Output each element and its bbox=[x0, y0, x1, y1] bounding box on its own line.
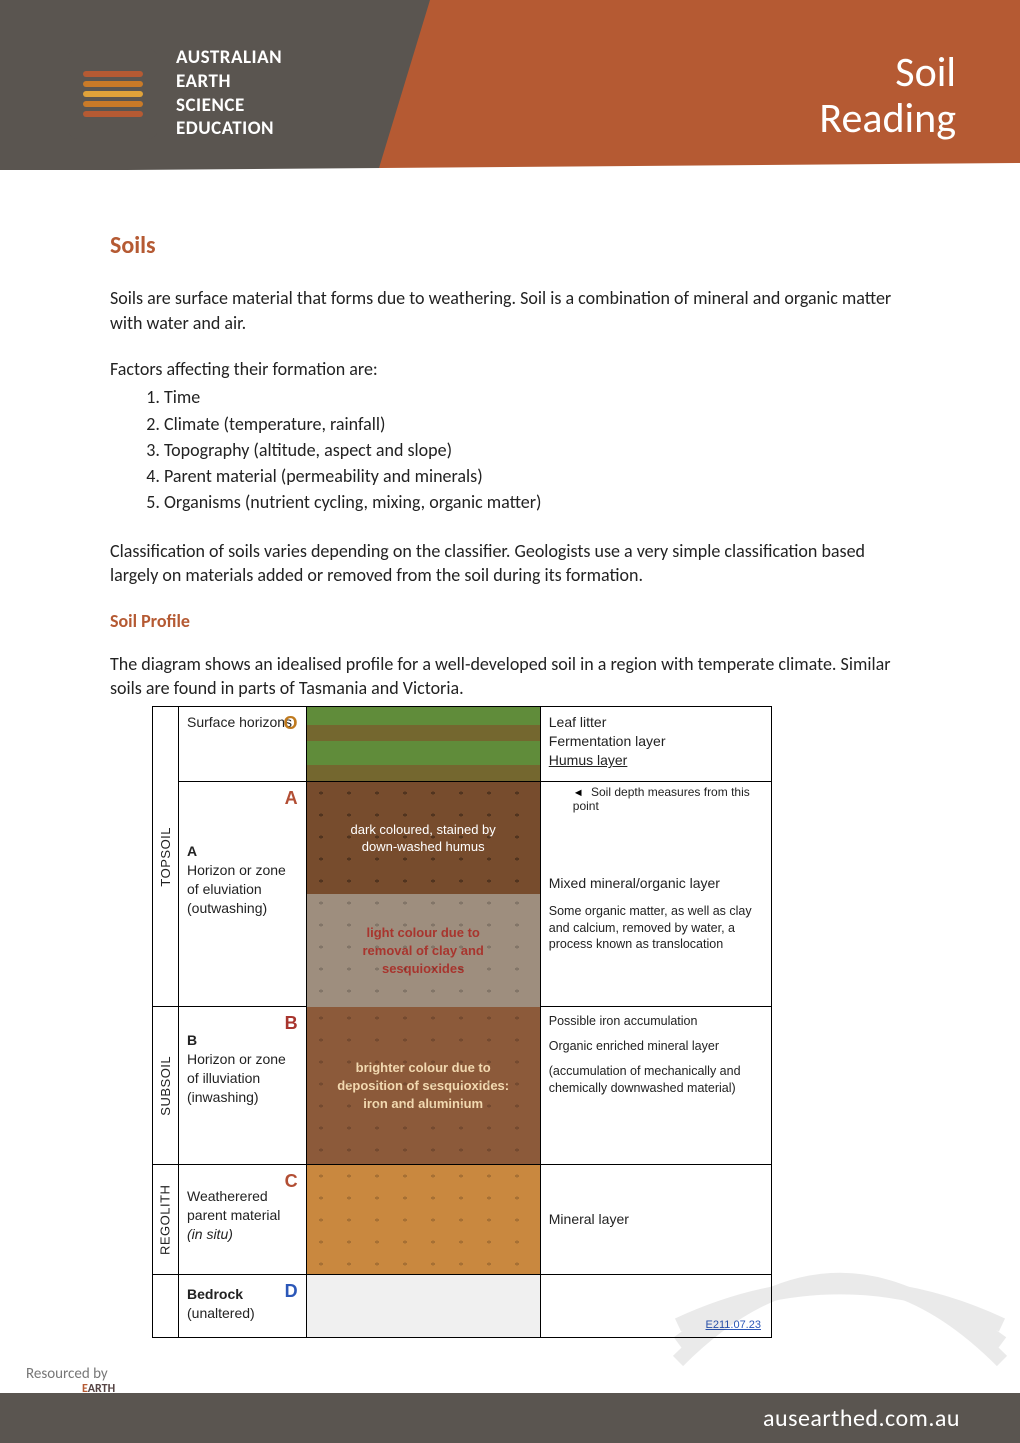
footer-url: ausearthed.com.au bbox=[763, 1404, 960, 1433]
right-B: Possible iron accumulation Organic enric… bbox=[541, 1007, 771, 1165]
brand-lockup: AUSTRALIAN EARTH SCIENCE EDUCATION bbox=[68, 46, 282, 141]
arrow-note-text: Soil depth measures from this point bbox=[573, 785, 750, 813]
spine-regolith: REGOLITH bbox=[153, 1165, 179, 1275]
horizon-letter-O: O bbox=[284, 711, 298, 735]
header-band: AUSTRALIAN EARTH SCIENCE EDUCATION Soil … bbox=[0, 0, 1020, 170]
brand-logo-icon bbox=[68, 49, 158, 139]
diagram-right-column: Leaf litter Fermentation layer Humus lay… bbox=[541, 707, 771, 1337]
mid-D bbox=[307, 1275, 541, 1337]
mid-A-lower-line: light colour due to bbox=[366, 924, 479, 942]
factor-item: Climate (temperature, rainfall) bbox=[164, 412, 910, 436]
right-C-line: Mineral layer bbox=[549, 1210, 629, 1229]
brand-name-line: EARTH bbox=[176, 70, 282, 94]
right-O: Leaf litter Fermentation layer Humus lay… bbox=[541, 707, 771, 782]
mid-A-lower: light colour due to removal of clay and … bbox=[307, 894, 540, 1007]
spine-topsoil: TOPSOIL bbox=[153, 707, 179, 1007]
right-B-line: (accumulation of mechanically and chemic… bbox=[549, 1063, 763, 1097]
soil-profile-diagram: TOPSOIL SUBSOIL REGOLITH Surface horizon… bbox=[152, 706, 772, 1338]
brand-name-line: SCIENCE bbox=[176, 94, 282, 118]
resourced-by-label: Resourced by bbox=[26, 1365, 108, 1383]
heading-soils: Soils bbox=[110, 230, 910, 262]
mid-B-line: brighter colour due to bbox=[356, 1059, 491, 1077]
left-O-text: Surface horizons bbox=[187, 713, 298, 732]
spine-label: REGOLITH bbox=[157, 1185, 175, 1255]
horizon-letter-B: B bbox=[285, 1011, 298, 1035]
page-title: Soil Reading bbox=[819, 50, 956, 142]
logo-stripe bbox=[83, 91, 143, 97]
right-B-line: Organic enriched mineral layer bbox=[549, 1038, 763, 1055]
right-A-line: Mixed mineral/organic layer bbox=[549, 874, 763, 893]
diagram-left-column: Surface horizons O A AHorizon or zone of… bbox=[179, 707, 307, 1337]
soil-depth-arrow-note: Soil depth measures from this point bbox=[573, 786, 763, 814]
mid-C bbox=[307, 1165, 541, 1275]
right-B-line: Possible iron accumulation bbox=[549, 1013, 763, 1030]
right-C: Mineral layer bbox=[541, 1165, 771, 1275]
right-O-line: Fermentation layer bbox=[549, 732, 763, 751]
right-O-line: Humus layer bbox=[549, 751, 763, 770]
intro-paragraph: Soils are surface material that forms du… bbox=[110, 286, 910, 335]
left-O: Surface horizons O bbox=[179, 707, 307, 782]
factor-item: Organisms (nutrient cycling, mixing, org… bbox=[164, 490, 910, 514]
footer: ausearthed.com.au bbox=[0, 1393, 1020, 1443]
diagram-reference-code: E211.07.23 bbox=[700, 1316, 767, 1335]
document-body: Soils Soils are surface material that fo… bbox=[0, 170, 1020, 1338]
classification-paragraph: Classification of soils varies depending… bbox=[110, 539, 910, 588]
heading-soil-profile: Soil Profile bbox=[110, 609, 910, 633]
spine-label: TOPSOIL bbox=[157, 827, 175, 887]
footer-bar: ausearthed.com.au bbox=[0, 1393, 1020, 1443]
factor-item: Time bbox=[164, 385, 910, 409]
left-D: D Bedrock (unaltered) bbox=[179, 1275, 307, 1337]
left-C: C Weatherered parent material (in situ) bbox=[179, 1165, 307, 1275]
mid-A-lower-line: sesquioxides bbox=[382, 960, 464, 978]
mid-A-upper-line: down-washed humus bbox=[362, 838, 485, 856]
horizon-letter-D: D bbox=[285, 1279, 298, 1303]
page-title-line: Reading bbox=[819, 96, 956, 142]
right-O-line: Leaf litter bbox=[549, 713, 763, 732]
horizon-letter-A: A bbox=[285, 786, 298, 810]
right-A-line: Some organic matter, as well as clay and… bbox=[549, 903, 763, 954]
left-B: B BHorizon or zone of illuviation (inwas… bbox=[179, 1007, 307, 1165]
factor-item: Topography (altitude, aspect and slope) bbox=[164, 438, 910, 462]
brand-name-line: EDUCATION bbox=[176, 117, 282, 141]
mid-B: brighter colour due to deposition of ses… bbox=[307, 1007, 541, 1165]
logo-stripe bbox=[83, 71, 143, 77]
right-D: E211.07.23 bbox=[541, 1275, 771, 1337]
spine-subsoil: SUBSOIL bbox=[153, 1007, 179, 1165]
right-A: Soil depth measures from this point Mixe… bbox=[541, 782, 771, 1007]
mid-A-lower-line: removal of clay and bbox=[362, 942, 483, 960]
spine-bedrock bbox=[153, 1275, 179, 1337]
brand-name-line: AUSTRALIAN bbox=[176, 46, 282, 70]
factors-list: Time Climate (temperature, rainfall) Top… bbox=[164, 385, 910, 514]
page-title-line: Soil bbox=[819, 50, 956, 96]
mid-B-line: iron and aluminium bbox=[363, 1095, 483, 1113]
mid-O bbox=[307, 707, 541, 782]
logo-stripe bbox=[83, 81, 143, 87]
mid-A: dark coloured, stained by down-washed hu… bbox=[307, 782, 541, 1007]
factors-lead: Factors affecting their formation are: bbox=[110, 357, 910, 381]
mid-B-line: deposition of sesquioxides: bbox=[337, 1077, 509, 1095]
mid-A-upper-line: dark coloured, stained by bbox=[351, 821, 496, 839]
mid-A-upper: dark coloured, stained by down-washed hu… bbox=[307, 782, 540, 894]
diagram-spine: TOPSOIL SUBSOIL REGOLITH bbox=[153, 707, 179, 1337]
spine-label: SUBSOIL bbox=[157, 1056, 175, 1116]
left-A: A AHorizon or zone of eluviation (outwas… bbox=[179, 782, 307, 1007]
factor-item: Parent material (permeability and minera… bbox=[164, 464, 910, 488]
horizon-letter-C: C bbox=[285, 1169, 298, 1193]
logo-stripe bbox=[83, 101, 143, 107]
diagram-middle-column: dark coloured, stained by down-washed hu… bbox=[307, 707, 541, 1337]
brand-name: AUSTRALIAN EARTH SCIENCE EDUCATION bbox=[176, 46, 282, 141]
diagram-lead: The diagram shows an idealised profile f… bbox=[110, 652, 910, 701]
logo-stripe bbox=[83, 111, 143, 117]
